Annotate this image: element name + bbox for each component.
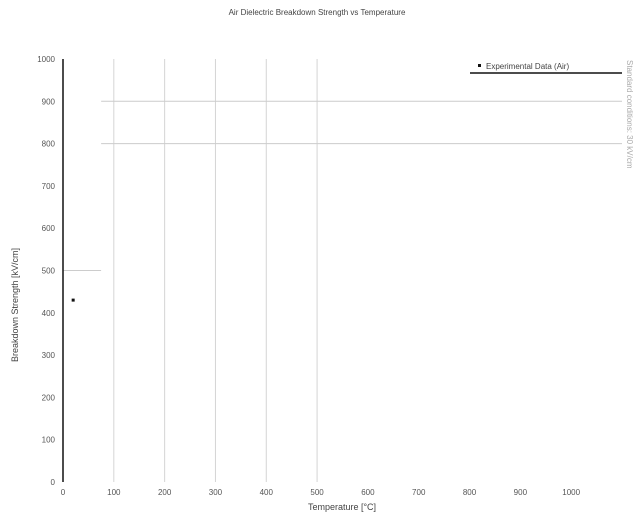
y-tick-labels: 0 100 200 300 400 500 600 700 800 900 1000 [37,55,55,487]
x-tick-label: 300 [209,488,223,497]
x-axis-label: Temperature [°C] [308,502,376,512]
legend: Experimental Data (Air) [470,62,622,74]
x-tick-label: 700 [412,488,426,497]
x-tick-label: 800 [463,488,477,497]
y-tick-label: 0 [51,478,56,487]
side-note: Standard conditions: 30 kV/cm [625,60,634,169]
y-tick-label: 600 [42,224,56,233]
data-point [71,298,75,302]
y-tick-label: 300 [42,351,56,360]
y-tick-label: 800 [42,140,56,149]
legend-label: Experimental Data (Air) [486,62,569,71]
y-tick-label: 500 [42,267,56,276]
x-tick-label: 0 [61,488,66,497]
x-tick-label: 200 [158,488,172,497]
chart-title: Air Dielectric Breakdown Strength vs Tem… [229,8,406,17]
x-tick-labels: 0 100 200 300 400 500 600 700 800 900 1000 [61,488,581,497]
reference-lines [63,100,622,271]
x-tick-label: 500 [310,488,324,497]
y-tick-label: 200 [42,393,56,402]
x-tick-label: 900 [514,488,528,497]
y-tick-label: 100 [42,436,56,445]
x-tick-label: 400 [260,488,274,497]
x-tick-label: 100 [107,488,121,497]
x-tick-label: 1000 [562,488,580,497]
data-points [71,298,75,302]
y-axis-label: Breakdown Strength [kV/cm] [10,248,20,362]
grid-layer [113,59,318,482]
y-tick-label: 1000 [37,55,55,64]
legend-marker [478,64,481,67]
y-tick-label: 400 [42,309,56,318]
x-tick-label: 600 [361,488,375,497]
y-tick-label: 900 [42,97,56,106]
y-tick-label: 700 [42,182,56,191]
